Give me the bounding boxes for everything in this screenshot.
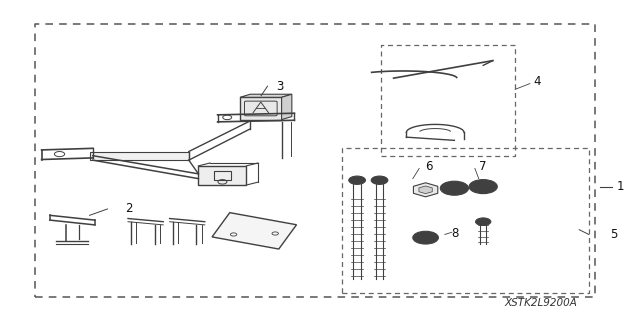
Circle shape xyxy=(349,176,365,184)
Text: 1: 1 xyxy=(616,180,624,193)
Text: 6: 6 xyxy=(426,160,433,173)
Circle shape xyxy=(413,231,438,244)
Circle shape xyxy=(477,183,490,190)
Polygon shape xyxy=(413,183,438,197)
Text: 5: 5 xyxy=(610,228,618,241)
Text: 3: 3 xyxy=(276,80,284,93)
Circle shape xyxy=(448,185,461,191)
Circle shape xyxy=(353,178,362,182)
Circle shape xyxy=(469,180,497,194)
Polygon shape xyxy=(419,186,432,194)
Text: 2: 2 xyxy=(125,203,132,215)
Circle shape xyxy=(371,176,388,184)
Polygon shape xyxy=(240,94,292,97)
Text: 4: 4 xyxy=(533,75,541,88)
FancyBboxPatch shape xyxy=(212,213,296,249)
Circle shape xyxy=(420,235,431,241)
Circle shape xyxy=(476,218,491,226)
Polygon shape xyxy=(282,94,292,120)
Text: XSTK2L9200A: XSTK2L9200A xyxy=(504,298,577,308)
Circle shape xyxy=(440,181,468,195)
Text: 7: 7 xyxy=(479,160,486,173)
FancyBboxPatch shape xyxy=(240,97,282,120)
Circle shape xyxy=(375,178,384,182)
Text: 8: 8 xyxy=(451,227,459,240)
Polygon shape xyxy=(90,152,189,160)
FancyBboxPatch shape xyxy=(198,166,246,185)
